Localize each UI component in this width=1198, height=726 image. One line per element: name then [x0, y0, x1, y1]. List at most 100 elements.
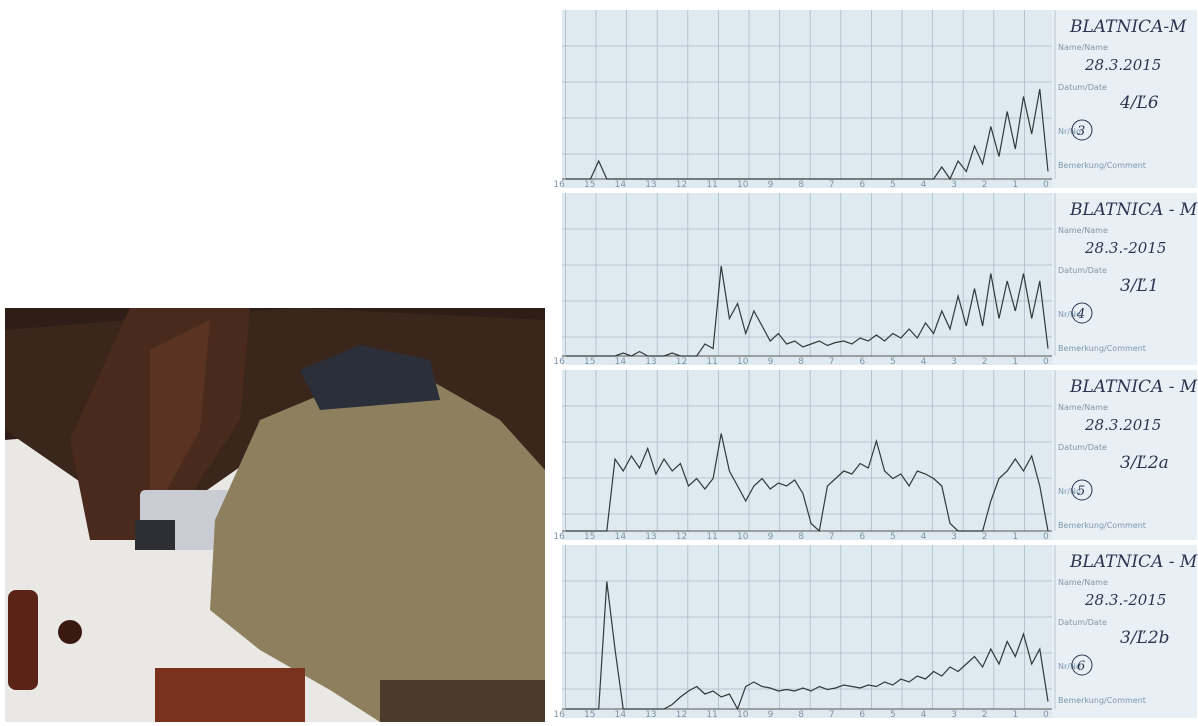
scale-label: 12 — [676, 710, 687, 720]
scale-label: 10 — [737, 357, 749, 367]
scale-label: 9 — [768, 180, 774, 190]
scale-label: 15 — [584, 357, 595, 367]
page: 161514131211109876543210BLATNICA-MName/N… — [0, 0, 1198, 722]
scale-label: 9 — [768, 710, 774, 720]
name-label: Name/Name — [1058, 578, 1108, 587]
scale-label: 3 — [951, 710, 957, 720]
scale-label: 5 — [890, 180, 896, 190]
date-label: Datum/Date — [1058, 618, 1107, 627]
strip-date: 28.3.-2015 — [1084, 591, 1166, 609]
date-label: Datum/Date — [1058, 83, 1107, 92]
scale-label: 16 — [553, 357, 565, 367]
comment-label: Bemerkung/Comment — [1058, 521, 1146, 530]
scale-label: 1 — [1012, 180, 1018, 190]
strip-name: BLATNICA - M — [1069, 200, 1198, 220]
strip-number: 3/Ľ2a — [1120, 453, 1169, 473]
scale-label: 2 — [982, 710, 988, 720]
comment-label: Bemerkung/Comment — [1058, 696, 1146, 705]
scale-label: 12 — [676, 357, 687, 367]
scale-label: 12 — [676, 180, 687, 190]
scale-label: 8 — [798, 532, 804, 542]
scale-label: 7 — [829, 710, 835, 720]
scale-label: 0 — [1043, 357, 1049, 367]
name-label: Name/Name — [1058, 43, 1108, 52]
scale-label: 15 — [584, 710, 595, 720]
photo — [5, 308, 545, 722]
comment-label: Bemerkung/Comment — [1058, 344, 1146, 353]
scale-label: 12 — [676, 532, 687, 542]
scale-label: 0 — [1043, 532, 1049, 542]
scale-label: 11 — [706, 532, 717, 542]
scale-label: 7 — [829, 180, 835, 190]
scale-label: 1 — [1012, 357, 1018, 367]
strip-date: 28.3.2015 — [1084, 416, 1161, 434]
scale-label: 6 — [859, 180, 865, 190]
scale-label: 1 — [1012, 532, 1018, 542]
strip-circle: 5 — [1077, 484, 1085, 499]
scale-label: 4 — [921, 357, 927, 367]
name-label: Name/Name — [1058, 403, 1108, 412]
scale-label: 14 — [615, 532, 627, 542]
strip-name: BLATNICA-M — [1069, 17, 1187, 37]
scale-label: 2 — [982, 180, 988, 190]
scale-label: 14 — [615, 180, 627, 190]
scale-label: 13 — [645, 532, 656, 542]
scale-label: 0 — [1043, 180, 1049, 190]
date-label: Datum/Date — [1058, 266, 1107, 275]
scale-label: 8 — [798, 180, 804, 190]
scale-label: 0 — [1043, 710, 1049, 720]
scale-label: 5 — [890, 532, 896, 542]
scale-label: 15 — [584, 180, 595, 190]
scale-label: 10 — [737, 710, 749, 720]
scale-label: 3 — [951, 180, 957, 190]
scale-label: 13 — [645, 357, 656, 367]
strip-date: 28.3.-2015 — [1084, 239, 1166, 257]
scale-label: 3 — [951, 357, 957, 367]
scale-label: 4 — [921, 532, 927, 542]
strip-circle: 3 — [1077, 124, 1085, 139]
scale-label: 2 — [982, 532, 988, 542]
scale-label: 3 — [951, 532, 957, 542]
scale-label: 4 — [921, 710, 927, 720]
scale-label: 15 — [584, 532, 595, 542]
strip-date: 28.3.2015 — [1084, 56, 1161, 74]
scale-label: 11 — [706, 710, 717, 720]
scale-label: 5 — [890, 710, 896, 720]
strip-number: 3/Ľ2b — [1120, 628, 1170, 648]
strip-name: BLATNICA - M — [1069, 552, 1198, 572]
scale-label: 7 — [829, 532, 835, 542]
scale-label: 6 — [859, 532, 865, 542]
scale-label: 2 — [982, 357, 988, 367]
scale-label: 16 — [553, 710, 565, 720]
strip-number: 4/Ľ6 — [1119, 93, 1159, 113]
strip-circle: 6 — [1077, 659, 1085, 674]
scale-label: 9 — [768, 357, 774, 367]
scale-label: 1 — [1012, 710, 1018, 720]
scale-label: 13 — [645, 180, 656, 190]
strip-number: 3/Ľ1 — [1120, 276, 1159, 296]
scale-label: 10 — [737, 180, 749, 190]
scale-label: 7 — [829, 357, 835, 367]
scale-label: 6 — [859, 357, 865, 367]
scale-label: 16 — [553, 532, 565, 542]
scale-label: 4 — [921, 180, 927, 190]
scale-label: 16 — [553, 180, 565, 190]
scale-label: 14 — [615, 357, 627, 367]
comment-label: Bemerkung/Comment — [1058, 161, 1146, 170]
scale-label: 13 — [645, 710, 656, 720]
scale-label: 10 — [737, 532, 749, 542]
scale-label: 9 — [768, 532, 774, 542]
strip-circle: 4 — [1076, 307, 1085, 322]
strip-name: BLATNICA - M — [1069, 377, 1198, 397]
scale-label: 6 — [859, 710, 865, 720]
date-label: Datum/Date — [1058, 443, 1107, 452]
name-label: Name/Name — [1058, 226, 1108, 235]
scale-label: 14 — [615, 710, 627, 720]
scale-label: 11 — [706, 180, 717, 190]
scale-label: 5 — [890, 357, 896, 367]
